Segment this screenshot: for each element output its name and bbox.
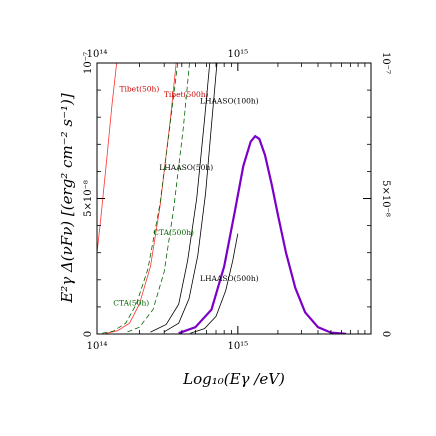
series-line-lhaaso-500h [190,233,239,334]
y-tick-label-right: 5×10⁻⁸ [380,180,391,217]
y-tick-label-left: 0 [83,331,94,337]
y-tick-label-right: 10⁻⁷ [380,52,391,74]
y-tick-label-right: 0 [380,331,391,337]
series-line-lhaaso-100h [163,63,218,333]
series-label-lhaaso-50h: LHAASO(50h) [159,163,213,172]
x-tick-label-top: 10¹⁴ [87,49,108,60]
series-label-cta-50h: CTA(50h) [113,299,149,308]
y-tick-label-left: 5×10⁻⁸ [83,180,94,217]
series-label-lhaaso-500h: LHAASO(500h) [200,274,259,283]
series-line-lhaaso-50h [150,63,211,333]
x-tick-label-bottom: 10¹⁵ [227,341,248,352]
series-line-spectrum [178,134,347,334]
label-layer: Tibet(50h) Tibet(500h) CTA(50h) CTA(500h) LH… [113,84,258,307]
series-label-tibet-50h: Tibet(50h) [119,84,159,93]
tick-layer: 10¹⁴10¹⁴10¹⁵10¹⁵10¹⁶10¹⁶005×10⁻⁸5×10⁻⁸10… [83,49,391,352]
series-line-cta-50h [99,63,179,334]
x-tick-label-top: 10¹⁵ [227,49,248,60]
series-label-lhaaso-100h: LHAASO(100h) [200,97,259,106]
series-label-cta-500h: CTA(500h) [153,228,194,237]
x-axis-title: Log₁₀(Eγ /eV) [182,370,285,388]
y-tick-label-left: 10⁻⁷ [83,52,94,74]
series-line-tibet-50h [97,63,118,253]
series-label-tibet-500h: Tibet(500h) [164,90,209,99]
series-layer [97,63,347,334]
x-tick-label-bottom: 10¹⁴ [87,341,108,352]
series-line-cta-500h [125,63,190,333]
y-axis-title: E²γ Δ(νFν) [(erg² cm⁻² s⁻¹)] [58,93,76,304]
